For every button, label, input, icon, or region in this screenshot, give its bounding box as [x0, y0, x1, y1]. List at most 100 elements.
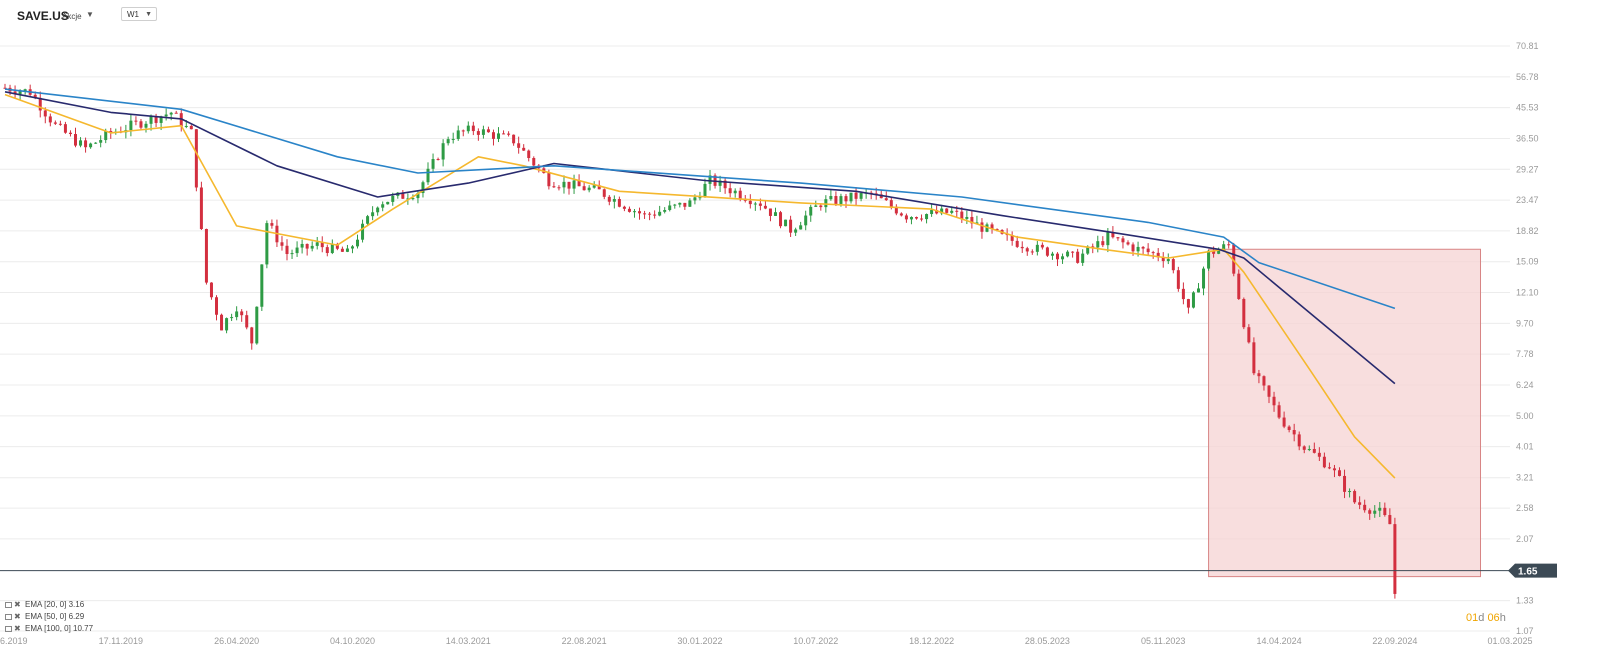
candle-body [335, 243, 339, 249]
candle-body [199, 187, 203, 229]
x-tick-label: 05.11.2023 [1141, 636, 1185, 646]
candle-body [920, 218, 924, 220]
candle-body [1217, 249, 1221, 254]
candle-body [824, 199, 828, 208]
candle-body [738, 190, 742, 199]
candle-body [386, 201, 390, 205]
candle-body [84, 140, 88, 148]
candle-body [235, 311, 239, 318]
y-tick-label: 36.50 [1516, 133, 1539, 143]
candle-body [673, 204, 677, 206]
y-tick-label: 12.10 [1516, 288, 1539, 298]
candle-body [33, 94, 37, 98]
candle-body [250, 327, 254, 344]
settings-icon[interactable] [5, 613, 12, 620]
x-tick-label: 18.12.2022 [909, 636, 954, 646]
chevron-down-icon[interactable]: ▼ [86, 10, 94, 19]
candle-body [159, 116, 163, 123]
timeframe-select[interactable]: W1 ▼ [121, 7, 157, 21]
candle-body [1010, 235, 1014, 241]
highlight-region [1208, 248, 1482, 578]
candle-body [935, 210, 939, 214]
close-icon[interactable]: ✖ [14, 624, 21, 633]
candle-body [799, 225, 803, 230]
candle-body [552, 186, 556, 188]
candle-body [315, 242, 319, 246]
candle-body [265, 223, 269, 265]
candle-body [577, 180, 581, 187]
candle-body [643, 213, 647, 215]
candle-body [431, 159, 435, 169]
candle-body [1126, 242, 1130, 245]
y-tick-label: 1.33 [1516, 596, 1534, 606]
candle-body [345, 248, 349, 252]
candle-body [1338, 470, 1342, 476]
candle-body [169, 112, 173, 115]
candle-body [723, 180, 727, 189]
candle-body [814, 205, 818, 207]
candle-body [43, 110, 47, 117]
candle-body [612, 199, 616, 202]
x-tick-label: 28.05.2023 [1025, 636, 1070, 646]
candle-body [305, 243, 309, 249]
candle-body [1025, 248, 1029, 252]
candle-body [1373, 510, 1377, 514]
candle-body [53, 122, 57, 124]
candle-body [391, 195, 395, 202]
candle-body [74, 134, 78, 146]
candle-body [270, 223, 274, 226]
candle-body [950, 210, 954, 213]
candle-body [1196, 288, 1200, 293]
candlesticks [3, 83, 1397, 599]
candle-body [1358, 502, 1362, 505]
candle-body [1101, 241, 1105, 246]
candle-body [194, 129, 198, 188]
candle-body [1212, 250, 1216, 254]
close-icon[interactable]: ✖ [14, 612, 21, 621]
candle-body [1066, 251, 1070, 257]
ema-lines [4, 88, 1396, 479]
candle-body [980, 222, 984, 232]
x-tick-label: 04.10.2020 [330, 636, 375, 646]
candle-body [325, 247, 329, 254]
y-tick-label: 2.58 [1516, 503, 1534, 513]
legend-ema-20-label: EMA [20, 0] 3.16 [25, 600, 85, 609]
countdown-hours-unit: h [1499, 612, 1506, 624]
candle-body [632, 211, 636, 213]
candle-body [592, 185, 596, 188]
candle-body [1383, 507, 1387, 516]
candle-body [1186, 299, 1190, 308]
x-tick-label: 09.06.2019 [0, 636, 28, 646]
x-tick-label: 22.09.2024 [1372, 636, 1417, 646]
candle-body [451, 138, 455, 140]
candle-body [663, 210, 667, 212]
candle-body [1161, 257, 1165, 262]
close-icon[interactable]: ✖ [14, 600, 21, 609]
candle-body [819, 205, 823, 208]
x-tick-label: 10.07.2022 [793, 636, 838, 646]
candle-body [522, 147, 526, 151]
candle-body [507, 133, 511, 135]
chevron-down-icon[interactable]: ▼ [145, 11, 152, 18]
candle-body [174, 112, 178, 114]
candle-body [557, 187, 561, 189]
candle-body [58, 123, 62, 125]
candle-body [1317, 452, 1321, 457]
candle-body [1292, 429, 1296, 435]
candle-body [572, 180, 576, 189]
candle-body [13, 91, 17, 95]
candle-body [436, 159, 440, 161]
candle-body [109, 130, 113, 133]
settings-icon[interactable] [5, 601, 12, 608]
symbol-label[interactable]: SAVE.US [17, 9, 69, 23]
current-price-tag [1508, 563, 1557, 578]
settings-icon[interactable] [5, 625, 12, 632]
ema-20-line [4, 93, 1396, 479]
candle-body [965, 216, 969, 219]
candle-body [1071, 251, 1075, 253]
candle-body [683, 202, 687, 207]
candle-body [1091, 246, 1095, 248]
candle-body [1141, 246, 1145, 249]
candle-body [23, 89, 27, 92]
